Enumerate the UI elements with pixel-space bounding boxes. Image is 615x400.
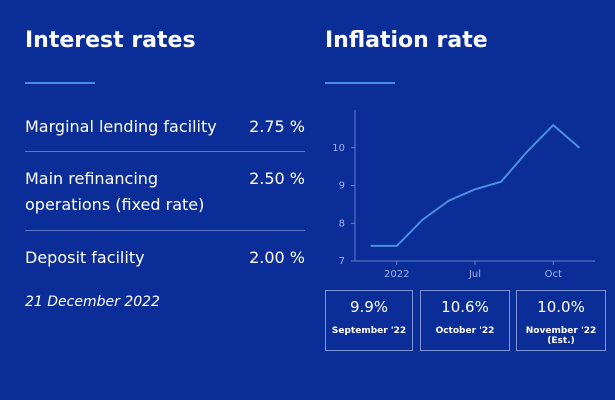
- rate-row: Main refinancing operations (fixed rate)…: [25, 166, 305, 218]
- stat-value: 10.0%: [537, 298, 585, 316]
- stat-box: 10.0% November '22 (Est.): [516, 290, 606, 351]
- title-underline: [25, 82, 95, 84]
- stat-label: September '22: [331, 326, 407, 336]
- rate-value: 2.00 %: [249, 248, 305, 267]
- rate-row: Marginal lending facility 2.75 %: [25, 114, 305, 140]
- title-underline: [325, 82, 395, 84]
- stat-value: 10.6%: [441, 298, 489, 316]
- stat-label: October '22: [435, 326, 495, 336]
- stat-box: 9.9% September '22: [325, 290, 413, 351]
- rate-row: Deposit facility 2.00 %: [25, 245, 305, 271]
- x-tick-label: 2022: [384, 269, 409, 280]
- panel-title: Interest rates: [25, 28, 196, 53]
- rates-date: 21 December 2022: [25, 294, 160, 310]
- stat-box: 10.6% October '22: [420, 290, 510, 351]
- x-tick-label: Oct: [545, 269, 562, 280]
- y-tick-label: 8: [339, 218, 345, 229]
- y-tick-label: 9: [339, 181, 345, 192]
- rate-value: 2.75 %: [249, 117, 305, 136]
- stat-label: November '22 (Est.): [525, 326, 597, 346]
- rate-label: Marginal lending facility: [25, 117, 217, 136]
- x-tick-label: Jul: [468, 269, 481, 280]
- rate-value: 2.50 %: [249, 169, 305, 188]
- y-tick-label: 7: [339, 256, 345, 267]
- separator: [25, 230, 305, 231]
- rate-label: Main refinancing operations (fixed rate): [25, 169, 205, 214]
- rate-label: Deposit facility: [25, 248, 145, 267]
- stat-value: 9.9%: [349, 298, 389, 316]
- inflation-line: [370, 123, 581, 247]
- y-tick-label: 10: [332, 143, 345, 154]
- separator: [25, 151, 305, 152]
- panel-title: Inflation rate: [325, 28, 488, 53]
